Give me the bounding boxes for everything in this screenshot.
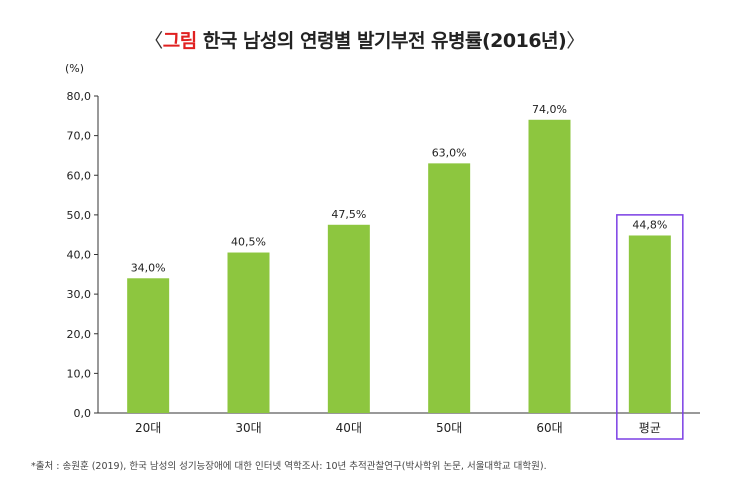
y-tick-label: 80,0: [67, 90, 92, 103]
y-tick-label: 20,0: [67, 328, 92, 341]
data-label: 47,5%: [331, 208, 366, 221]
title-open-bracket: 〈: [144, 30, 163, 52]
x-tick-label: 40대: [336, 421, 362, 435]
bar-1: [127, 278, 170, 413]
y-tick-label: 60,0: [67, 169, 92, 182]
bar-4: [428, 163, 471, 413]
x-tick-label: 30대: [235, 421, 261, 435]
y-tick-label: 40,0: [67, 249, 92, 262]
bar-3: [327, 224, 370, 413]
average-highlight-box: [616, 214, 684, 440]
title-close-bracket: 〉: [566, 30, 585, 52]
data-label: 34,0%: [131, 261, 166, 274]
bar-5: [528, 119, 571, 414]
title-figure-tag: 그림: [162, 30, 197, 52]
y-tick-label: 50,0: [67, 209, 92, 222]
x-tick-label: 50대: [436, 421, 462, 435]
y-axis-unit: (%): [65, 62, 85, 75]
y-tick-label: 30,0: [67, 288, 92, 301]
x-tick-label: 20대: [135, 421, 161, 435]
data-label: 63,0%: [432, 146, 467, 159]
y-tick-label: 0,0: [74, 407, 92, 420]
data-label: 44,8%: [632, 218, 667, 231]
data-label: 74,0%: [532, 103, 567, 116]
data-label: 40,5%: [231, 236, 266, 249]
y-tick-label: 70,0: [67, 130, 92, 143]
bar-2: [227, 252, 270, 413]
x-tick-label: 60대: [536, 421, 562, 435]
source-note: *출처 : 송원훈 (2019), 한국 남성의 성기능장애에 대한 인터넷 역…: [31, 461, 547, 472]
x-tick-label: 평균: [639, 421, 661, 435]
title-text: 한국 남성의 연령별 발기부전 유병률(2016년): [196, 30, 567, 52]
chart-title: 〈그림 한국 남성의 연령별 발기부전 유병률(2016년)〉: [0, 26, 729, 53]
bar-6: [628, 235, 671, 413]
y-tick-label: 10,0: [67, 367, 92, 380]
